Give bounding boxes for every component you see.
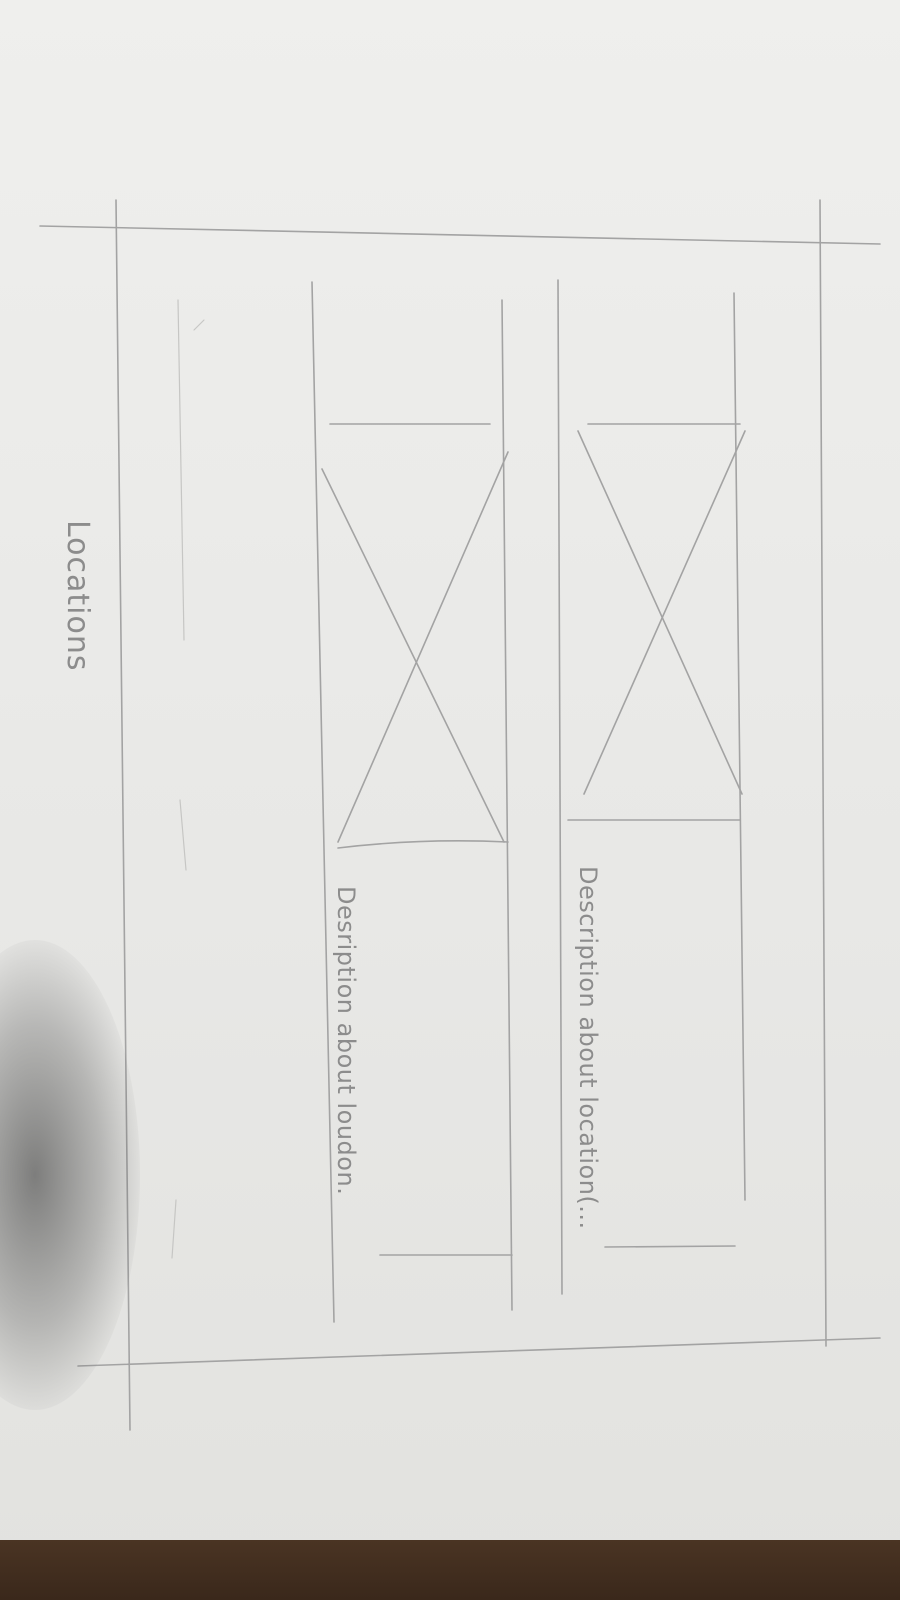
location-card-2-description: Desription about loudon. xyxy=(332,886,360,1195)
location-card-1 xyxy=(557,279,746,1295)
page-title: Locations xyxy=(60,520,95,672)
image-placeholder-1 xyxy=(567,423,746,821)
location-card-2 xyxy=(311,281,513,1323)
page-frame xyxy=(39,199,881,1431)
erased-guides xyxy=(171,299,205,1259)
image-placeholder-2 xyxy=(321,423,509,849)
location-card-1-description: Description about location(... xyxy=(574,866,602,1230)
table-edge xyxy=(0,1540,900,1600)
